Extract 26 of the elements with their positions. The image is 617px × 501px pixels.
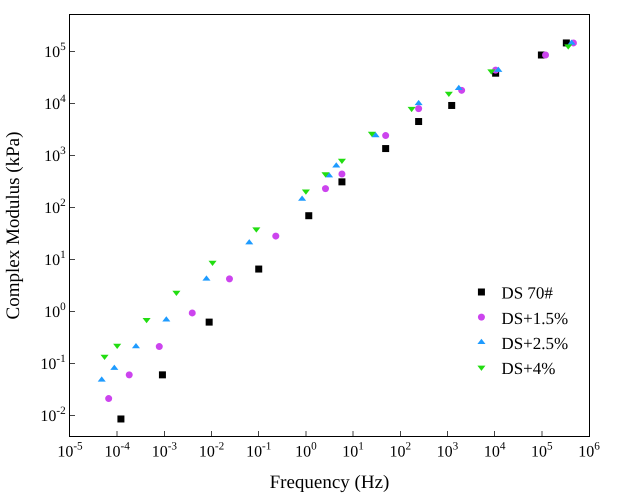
- x-tick-label: 10$^{6}$: [578, 440, 600, 460]
- x-tick-label: 10$^{3}$: [436, 440, 459, 460]
- y-tick-label: 10$^{2}$: [44, 197, 66, 217]
- x-axis-title: Frequency (Hz): [270, 472, 390, 494]
- legend-label: DS 70#: [501, 284, 554, 303]
- y-axis-title: Complex Modulus (kPa): [3, 132, 24, 320]
- legend-label: DS+1.5%: [501, 308, 568, 328]
- x-tick-label: 10$^{0}$: [295, 440, 318, 460]
- y-tick-label: 10$^{4}$: [44, 93, 66, 113]
- y-tick-label: 10$^{0}$: [44, 301, 66, 321]
- x-tick-label: 10$^{4}$: [484, 440, 506, 460]
- x-tick-label: 10$^{1}$: [342, 440, 364, 460]
- x-tick-label: 10$^{-1}$: [246, 440, 272, 460]
- y-tick-label: 10$^{1}$: [44, 249, 66, 269]
- y-tick-label: 10$^{-1}$: [40, 353, 66, 373]
- x-tick-label: 10$^{5}$: [531, 440, 554, 460]
- y-tick-label: 10$^{5}$: [44, 41, 66, 61]
- x-tick-label: 10$^{-4}$: [104, 440, 130, 460]
- x-tick-label: 10$^{2}$: [389, 440, 412, 460]
- y-tick-label: 10$^{3}$: [44, 145, 66, 165]
- legend-label: DS+4%: [501, 358, 556, 378]
- x-tick-label: 10$^{-5}$: [57, 440, 84, 460]
- x-tick-label: 10$^{-3}$: [152, 440, 178, 460]
- legend-label: DS+2.5%: [501, 334, 568, 353]
- y-tick-label: 10$^{-2}$: [40, 405, 66, 425]
- x-tick-label: 10$^{-2}$: [198, 440, 224, 460]
